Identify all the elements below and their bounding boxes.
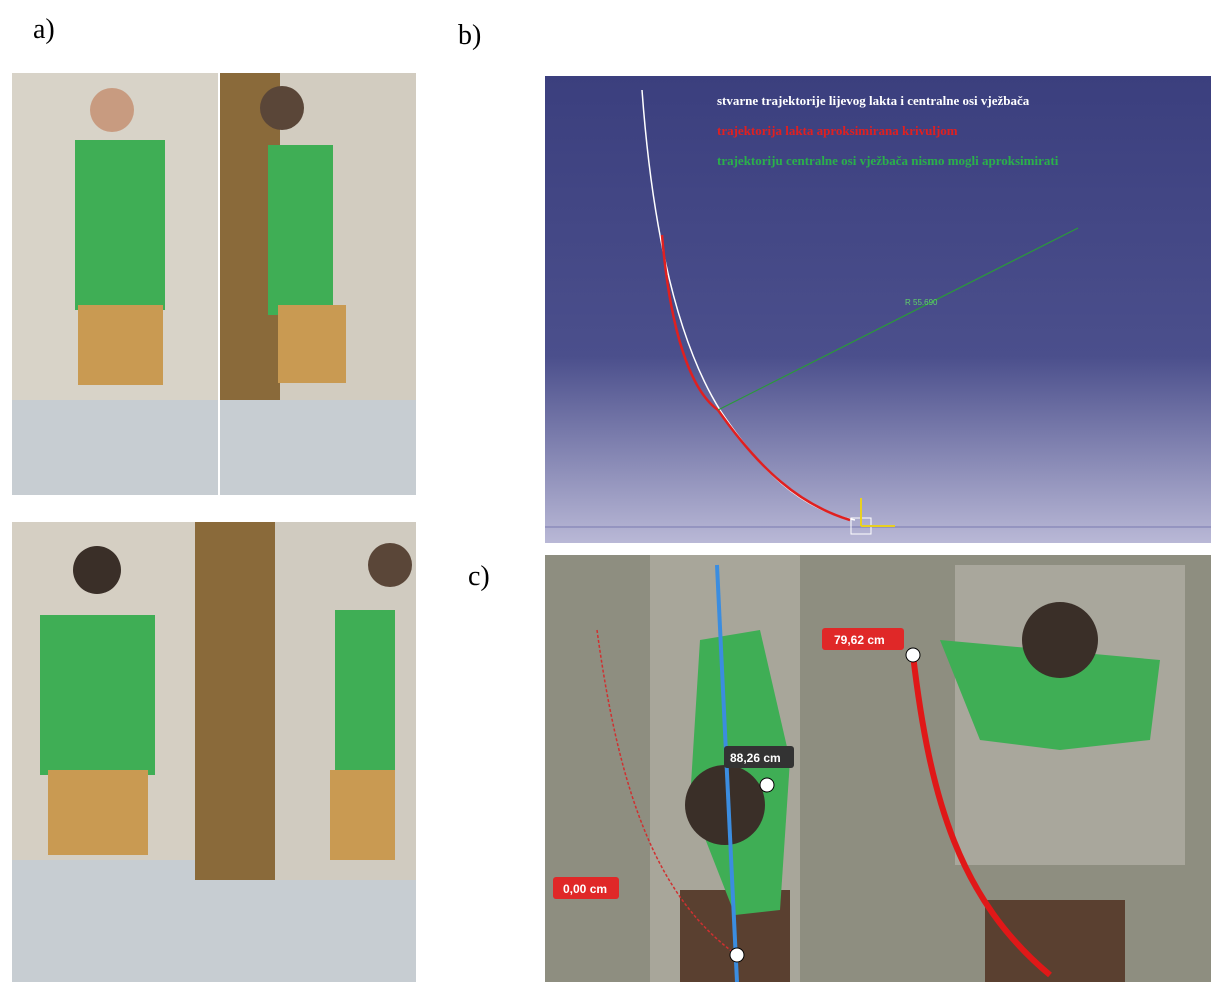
measurement: 0,00 cm	[563, 882, 607, 896]
measurement: 88,26 cm	[730, 751, 781, 765]
legend-text: stvarne trajektorije lijevog lakta i cen…	[717, 93, 1030, 108]
measurement: 79,62 cm	[834, 633, 885, 647]
shirt	[268, 145, 333, 315]
floor	[12, 400, 218, 495]
shirt	[335, 610, 395, 785]
panel-label: c)	[468, 561, 490, 592]
shorts	[78, 305, 163, 385]
floor	[12, 860, 195, 982]
figure: a) b) c) R 55.690 stvarne trajektorije l…	[0, 0, 1211, 982]
shirt	[75, 140, 165, 310]
radius-label: R 55.690	[905, 298, 938, 307]
legend-text: trajektorija lakta aproksimirana krivulj…	[717, 123, 958, 138]
panel-label: b)	[458, 20, 481, 51]
shorts	[48, 770, 148, 855]
marker	[906, 648, 920, 662]
floor	[195, 880, 416, 982]
marker	[730, 948, 744, 962]
mat	[985, 900, 1125, 982]
cad-plot: R 55.690 stvarne trajektorije lijevog la…	[545, 76, 1211, 543]
floor	[220, 400, 416, 495]
photo-grid	[12, 73, 416, 982]
panel-label: a)	[33, 14, 55, 45]
head	[1022, 602, 1098, 678]
head	[685, 765, 765, 845]
overhead-photo: 79,62 cm 88,26 cm 0,00 cm	[545, 555, 1211, 982]
page: a) b) c) R 55.690 stvarne trajektorije l…	[0, 0, 1211, 982]
head	[73, 546, 121, 594]
legend-text: trajektoriju centralne osi vježbača nism…	[717, 153, 1059, 168]
cad-background	[545, 76, 1211, 543]
head	[90, 88, 134, 132]
shirt	[40, 615, 155, 775]
door	[195, 522, 275, 882]
head	[368, 543, 412, 587]
head	[260, 86, 304, 130]
shorts	[278, 305, 346, 383]
marker	[760, 778, 774, 792]
shorts	[330, 770, 395, 860]
